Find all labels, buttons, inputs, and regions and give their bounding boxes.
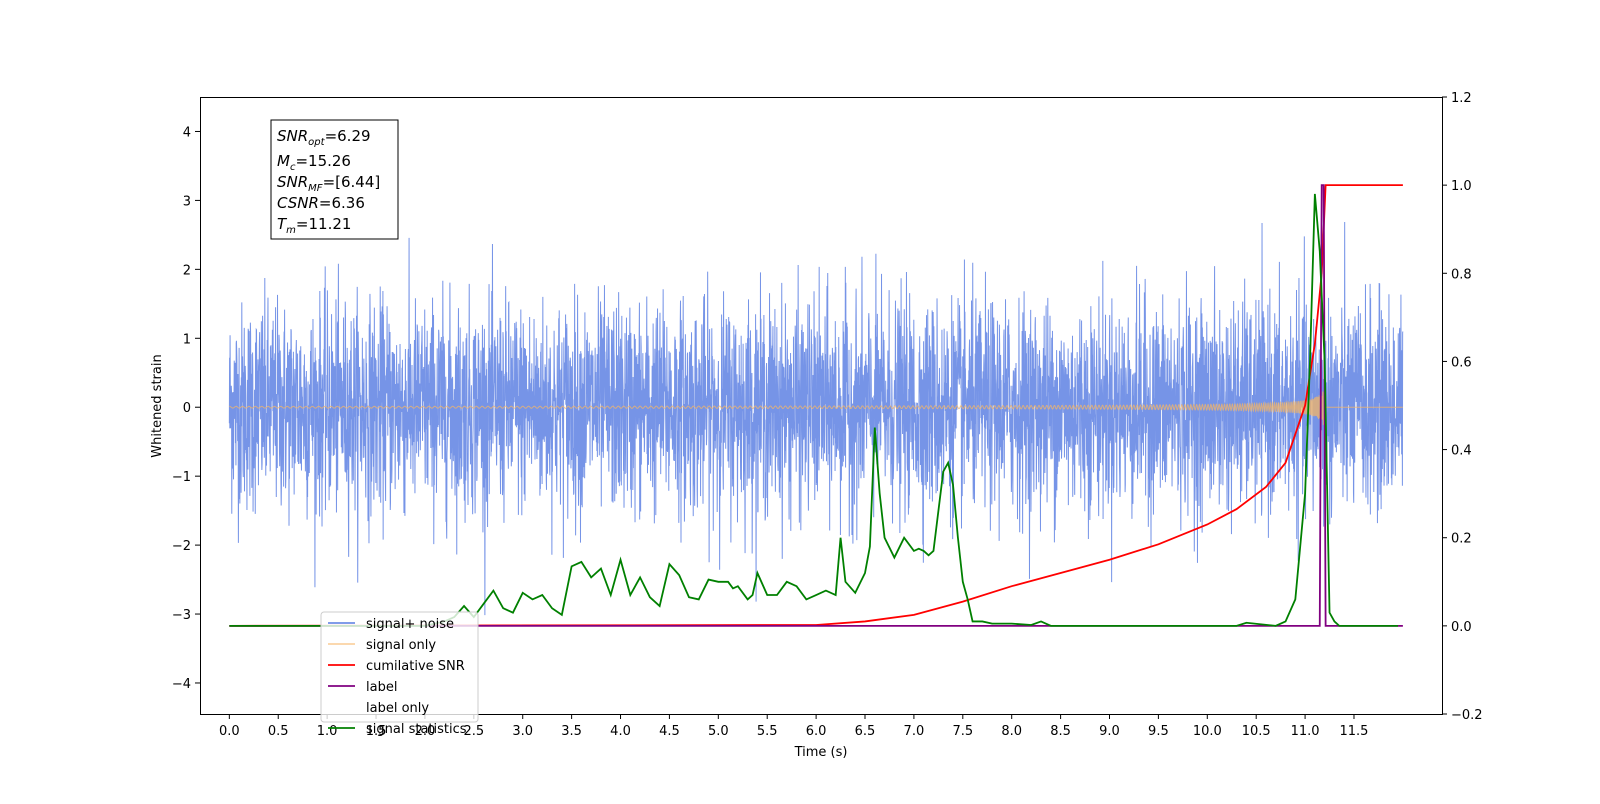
- info-mc: Mc=15.26: [277, 152, 351, 173]
- y2-tick-label: 0.4: [1451, 444, 1472, 459]
- x-tick-label: 1.0: [317, 724, 338, 739]
- info-snr-mf: SNRMF=[6.44]: [277, 173, 380, 194]
- legend: signal+ noise signal only cumilative SNR la…: [320, 611, 479, 737]
- y2-tick-label: 0.8: [1451, 267, 1472, 282]
- y-tick-label: 3: [183, 194, 191, 209]
- y-tick-label: −1: [172, 470, 191, 485]
- plot-area: [228, 184, 1404, 627]
- info-csnr: CSNR=6.36: [277, 194, 365, 212]
- x-tick-label: 7.5: [952, 724, 973, 739]
- x-tick-label: 7.0: [904, 724, 925, 739]
- x-tick-label: 9.5: [1148, 724, 1169, 739]
- legend-frame: [320, 611, 479, 723]
- y2-tick-label: 1.2: [1451, 91, 1472, 106]
- y2-tick-label: 0.0: [1451, 620, 1472, 635]
- x-tick-label: 6.0: [806, 724, 827, 739]
- series-signal-noise: [228, 221, 1404, 616]
- x-axis-label: Time (s): [794, 745, 848, 760]
- x-tick-label: 6.5: [855, 724, 876, 739]
- x-tick-label: 4.5: [659, 724, 680, 739]
- y-axis-right: 1.2 1.0 0.8 0.6 0.4 0.2 0.0 −0.2: [1442, 91, 1483, 723]
- legend-label: label only: [366, 701, 429, 716]
- x-tick-label: 0.0: [219, 724, 240, 739]
- info-snr-opt: SNRopt=6.29: [277, 127, 371, 148]
- x-tick-label: 11.0: [1291, 724, 1320, 739]
- y2-tick-label: −0.2: [1451, 708, 1483, 723]
- legend-label: label: [366, 680, 397, 695]
- x-tick-label: 8.0: [1001, 724, 1022, 739]
- y2-tick-label: 0.6: [1451, 355, 1472, 370]
- x-tick-label: 9.0: [1099, 724, 1120, 739]
- y-tick-label: −3: [172, 608, 191, 623]
- x-tick-label: 10.5: [1242, 724, 1271, 739]
- y2-tick-label: 1.0: [1451, 179, 1472, 194]
- plot-frame: [200, 97, 1443, 715]
- series-signal-only: [229, 385, 1403, 433]
- info-snr-mf-value: [6.44]: [335, 173, 380, 191]
- series-label: [229, 184, 1403, 627]
- info-tm: Tm=11.21: [277, 215, 351, 236]
- legend-label: signal statistics: [366, 722, 467, 737]
- x-tick-label: 10.0: [1193, 724, 1222, 739]
- y2-tick-label: 0.2: [1451, 532, 1472, 547]
- y-tick-label: 0: [183, 401, 191, 416]
- y-tick-label: 4: [183, 125, 191, 140]
- x-tick-label: 2.5: [463, 724, 484, 739]
- legend-label: cumilative SNR: [366, 659, 465, 674]
- x-tick-label: 3.5: [561, 724, 582, 739]
- y-axis-label: Whitened strain: [150, 354, 165, 457]
- info-box-frame: [270, 119, 399, 240]
- y-tick-label: 2: [183, 263, 191, 278]
- x-tick-label: 5.0: [708, 724, 729, 739]
- y-axis-left: 4 3 2 1 0 −1 −2 −3 −4: [172, 125, 200, 692]
- x-tick-label: 0.5: [268, 724, 289, 739]
- legend-label: signal only: [366, 638, 436, 653]
- info-tm-value: 11.21: [309, 215, 352, 233]
- y-tick-label: −4: [172, 677, 191, 692]
- legend-label: signal+ noise: [366, 617, 454, 632]
- info-csnr-value: 6.36: [332, 194, 365, 212]
- x-tick-label: 3.0: [512, 724, 533, 739]
- x-tick-label: 8.5: [1050, 724, 1071, 739]
- info-snr-opt-value: 6.29: [337, 127, 370, 145]
- y-tick-label: −2: [172, 539, 191, 554]
- x-tick-label: 5.5: [757, 724, 778, 739]
- y-tick-label: 1: [183, 332, 191, 347]
- x-tick-label: 11.5: [1340, 724, 1369, 739]
- x-tick-label: 4.0: [610, 724, 631, 739]
- series-signal-statistics: [229, 193, 1398, 627]
- x-tick-label: 1.5: [366, 724, 387, 739]
- info-box: SNRopt=6.29 Mc=15.26 SNRMF=[6.44] CSNR=6…: [270, 119, 399, 240]
- info-mc-value: 15.26: [308, 152, 351, 170]
- x-tick-label: 2.0: [415, 724, 436, 739]
